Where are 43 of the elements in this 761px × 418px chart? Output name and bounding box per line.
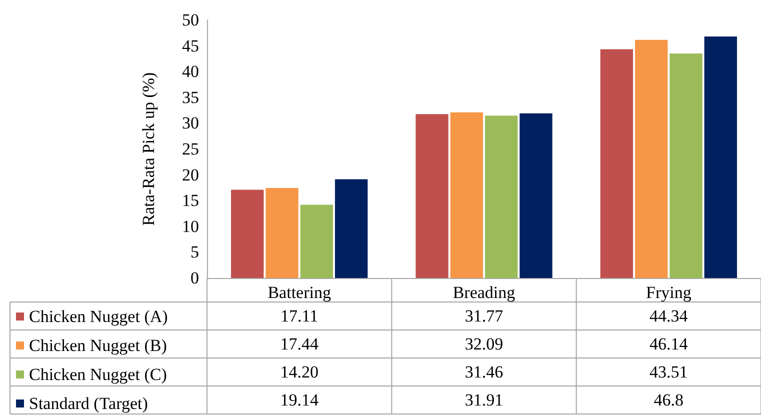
x-tick-label: Battering [268, 283, 332, 302]
data-label: 17.44 [280, 334, 319, 354]
bar [704, 36, 737, 278]
legend-label: Standard (Target) [29, 394, 148, 413]
y-tick-label: 45 [182, 36, 199, 56]
y-tick-label: 0 [190, 268, 199, 288]
data-label: 31.77 [464, 306, 504, 326]
data-label: 14.20 [280, 362, 318, 382]
bar [634, 40, 668, 278]
data-label: 44.34 [650, 306, 688, 326]
bar [266, 188, 298, 278]
x-tick-label: Breading [452, 283, 516, 302]
y-tick-label: 5 [190, 242, 199, 262]
bar [416, 114, 448, 278]
data-label: 32.09 [464, 334, 504, 354]
x-tick-label: Frying [646, 283, 692, 302]
data-label: 43.51 [650, 362, 688, 382]
y-tick-label: 20 [182, 165, 199, 184]
legend-label: Chicken Nugget (B) [29, 336, 167, 355]
bar [300, 204, 334, 278]
data-label: 31.46 [464, 362, 504, 382]
bar [670, 53, 702, 278]
y-tick-label: 25 [182, 140, 199, 158]
data-label: 31.91 [464, 390, 504, 410]
y-tick-label: 10 [182, 216, 199, 236]
y-tick-label: 35 [182, 88, 199, 107]
data-label: 17.11 [280, 306, 318, 326]
data-label: 19.14 [280, 390, 319, 410]
data-label: 46.8 [654, 390, 684, 410]
data-label: 46.14 [650, 334, 688, 354]
bar [450, 112, 484, 278]
legend-label: Chicken Nugget (C) [29, 365, 167, 384]
bar [231, 190, 264, 278]
bar [520, 113, 552, 278]
y-tick-label: 50 [182, 10, 199, 30]
y-axis-title: Rata-Rata Pick up (%) [139, 72, 158, 226]
y-tick-label: 30 [182, 114, 199, 133]
bar [484, 116, 518, 278]
bar [600, 49, 634, 278]
y-tick-label: 15 [182, 191, 199, 210]
legend-label: Chicken Nugget (A) [29, 307, 168, 326]
bar [334, 179, 368, 278]
y-tick-label: 40 [182, 62, 199, 82]
